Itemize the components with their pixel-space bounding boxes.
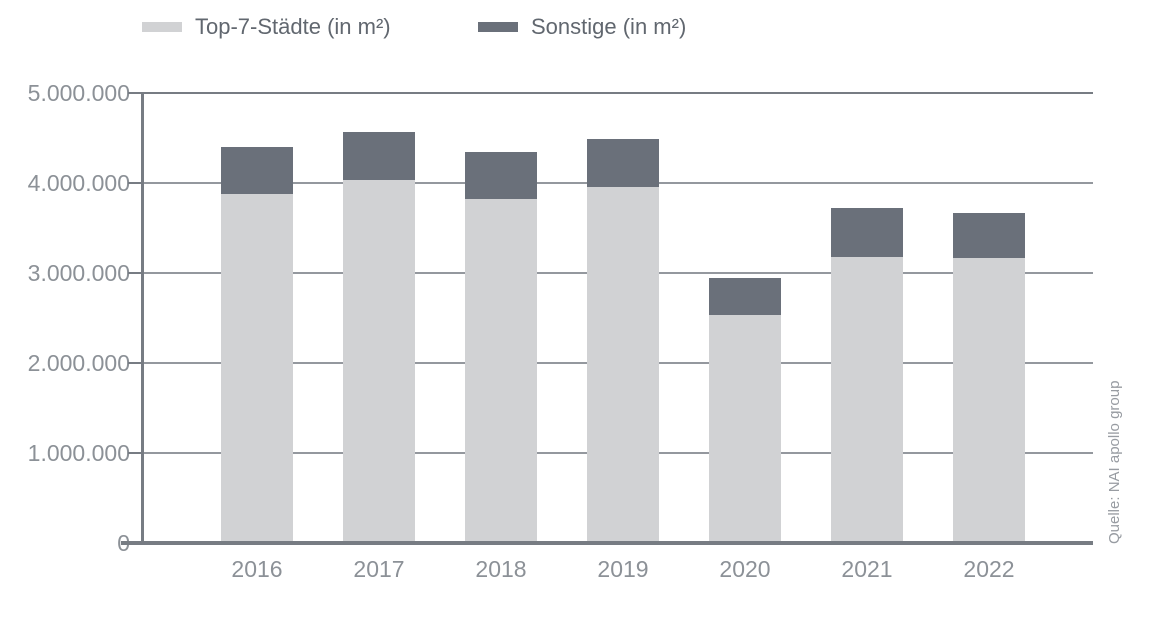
legend-swatch-sonstige [478,22,518,32]
legend-swatch-top7-staedte [142,22,182,32]
y-axis-label-2.000.000: 2.000.000 [27,350,130,376]
y-axis-label-4.000.000: 4.000.000 [27,170,130,196]
bar-2020-sonstige [709,277,781,316]
bar-2019-sonstige [587,138,659,187]
bar-2016-sonstige [221,147,293,194]
bar-2021-sonstige [831,208,903,257]
x-axis-label-2016: 2016 [231,556,283,582]
bar-2017-sonstige [343,131,415,181]
bar-2016-top7 [221,193,293,543]
y-axis-tick-2.000.000 [128,362,143,364]
source-attribution: Quelle: NAI apollo group [1106,380,1123,544]
bar-2020-top7 [709,315,781,543]
x-axis-baseline [121,541,1093,545]
bar-2018-sonstige [465,151,537,200]
y-axis-tick-3.000.000 [128,272,143,274]
bar-2018-top7 [465,199,537,543]
y-axis-label-5.000.000: 5.000.000 [27,80,130,106]
bar-2022-sonstige [953,212,1025,258]
bar-2022-top7 [953,257,1025,543]
y-axis-label-0: 0 [10,530,130,556]
x-axis-label-2020: 2020 [719,556,771,582]
x-axis-label-2021: 2021 [841,556,893,582]
plot-area [121,92,1093,545]
legend-item-sonstige: Sonstige (in m²) [478,14,686,40]
y-axis-label-1.000.000: 1.000.000 [27,440,130,466]
y-axis-tick-1.000.000 [128,452,143,454]
bar-2017-top7 [343,180,415,543]
legend-label-top7-staedte: Top-7-Städte (in m²) [195,14,391,39]
bar-2019-top7 [587,186,659,543]
axis-top-line [143,92,1093,94]
x-axis-label-2017: 2017 [353,556,405,582]
y-axis-line [141,93,144,543]
legend-label-sonstige: Sonstige (in m²) [531,14,687,39]
y-axis-tick-5.000.000 [128,92,143,94]
x-axis-label-2022: 2022 [963,556,1015,582]
legend-item-top7-staedte: Top-7-Städte (in m²) [142,14,391,40]
x-axis-label-2018: 2018 [475,556,527,582]
y-axis-label-3.000.000: 3.000.000 [27,260,130,286]
bar-2021-top7 [831,256,903,543]
x-axis-label-2019: 2019 [597,556,649,582]
y-axis-tick-4.000.000 [128,182,143,184]
